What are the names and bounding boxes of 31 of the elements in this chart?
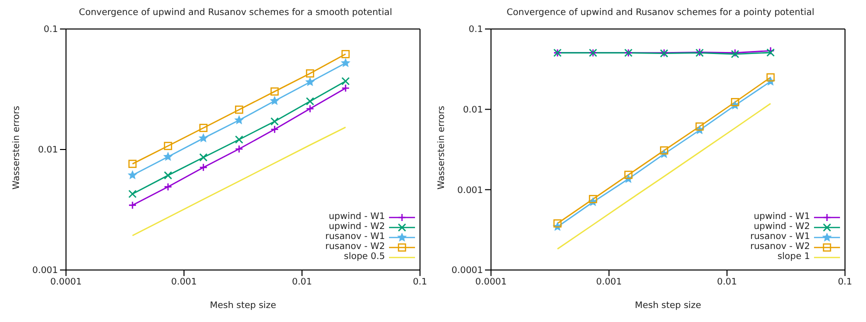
y-tick-label: 0.001 [32,266,58,276]
y-tick-label: 0.01 [38,146,58,156]
y-tick-label: 0.01 [462,106,483,116]
legend-label: upwind - W2 [328,222,385,232]
x-axis-title: Mesh step size [210,301,277,311]
x-tick-label: 0.0001 [50,277,82,288]
chart-title: Convergence of upwind and Rusanov schemes for a smooth potential [78,8,394,20]
legend-label: slope 0.5 [344,252,385,262]
legend-label: rusanov - W1 [325,232,385,242]
x-tick-label: 0.01 [716,277,738,288]
legend-label: rusanov - W2 [750,242,810,252]
x-tick-label: 0.0001 [475,277,507,288]
legend-label: upwind - W1 [754,212,810,222]
x-tick-label: 0.01 [292,277,312,288]
y-tick-label: 0.0001 [452,266,483,276]
y-axis-title: Wasserstein errors [437,105,448,190]
y-tick-label: 0.001 [457,186,483,196]
legend-label: slope 1 [777,252,810,262]
legend-label: rusanov - W2 [325,242,385,252]
x-tick-label: 0.001 [171,277,197,288]
y-tick-label: 0.1 [468,25,483,36]
x-tick-label: 0.1 [838,277,852,288]
legend-label: rusanov - W1 [750,232,810,242]
y-tick-label: 0.1 [44,25,58,36]
y-axis-title: Wasserstein errors [12,105,22,190]
chart-title: Convergence of upwind and Rusanov schemes for a pointy potential [506,8,816,20]
legend-label: upwind - W1 [328,212,385,222]
x-tick-label: 0.001 [596,277,622,288]
legend-label: upwind - W2 [754,222,810,232]
x-axis-title: Mesh step size [634,301,702,311]
x-tick-label: 0.1 [412,277,428,288]
